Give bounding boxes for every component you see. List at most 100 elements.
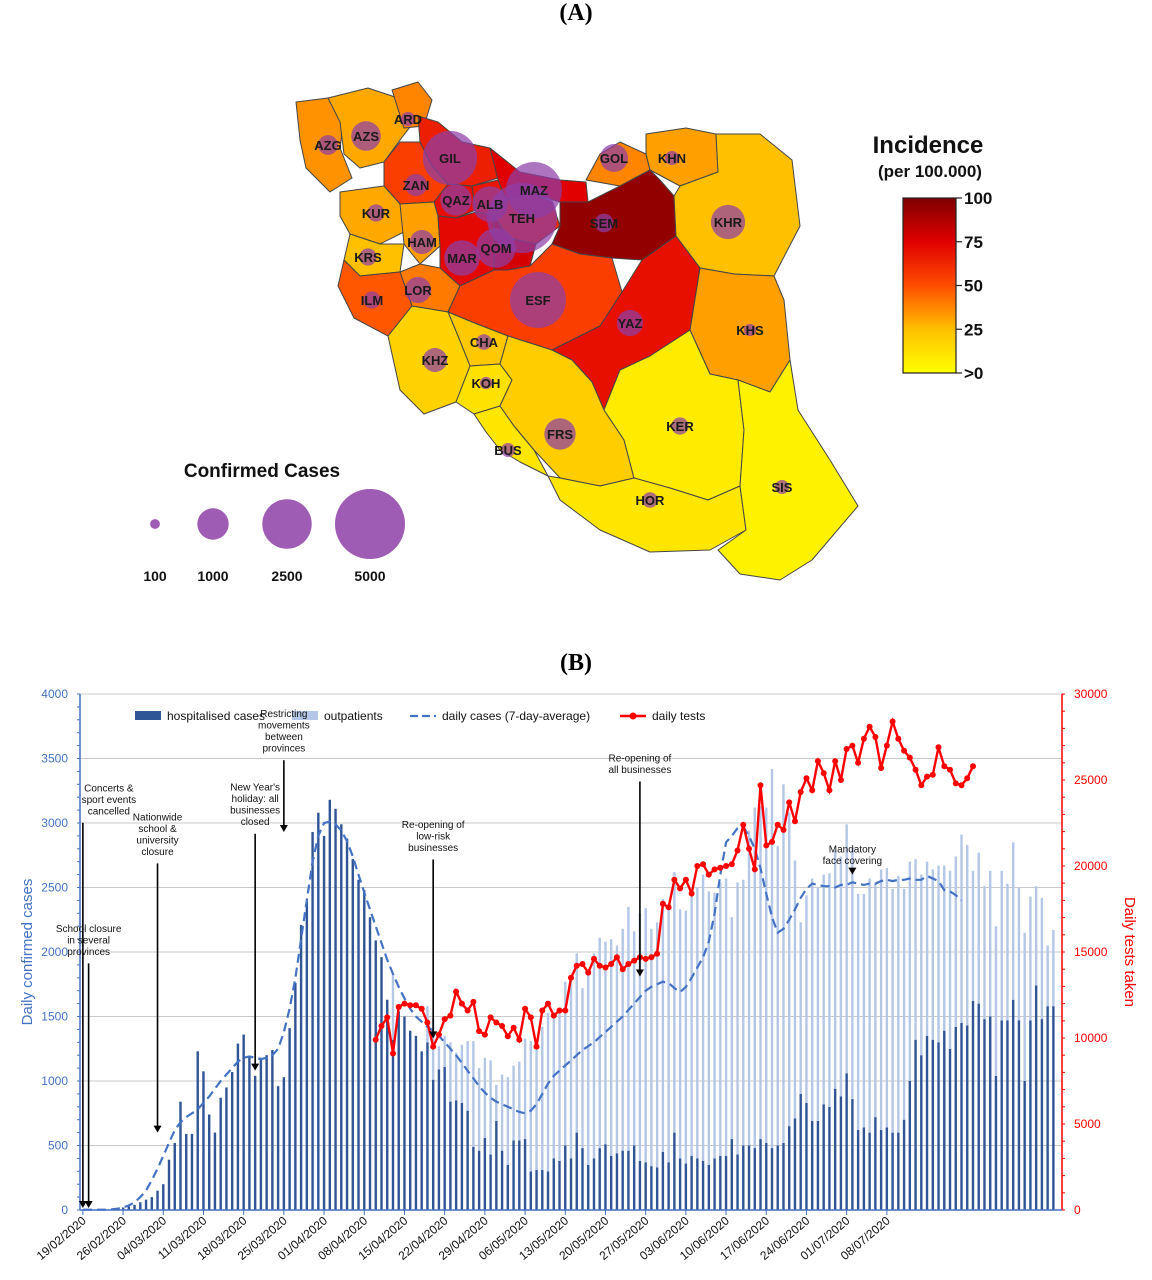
province-code-esf: ESF	[525, 293, 550, 308]
bar-hospitalised	[621, 1150, 624, 1210]
point-tests	[682, 876, 689, 883]
bar-hospitalised	[472, 1146, 475, 1210]
bar-hospitalised	[265, 1055, 268, 1210]
bar-hospitalised	[305, 901, 309, 1210]
bar-hospitalised	[340, 824, 343, 1210]
bar-hospitalised	[673, 1132, 676, 1210]
bar-hospitalised	[150, 1197, 153, 1210]
cases-bubble-cha	[476, 334, 492, 350]
bar-outpatients	[1040, 897, 1044, 1020]
bar-outpatients	[753, 807, 756, 1149]
bar-hospitalised	[810, 1120, 814, 1210]
province-code-khz: KHZ	[422, 353, 449, 368]
point-tests	[487, 1014, 494, 1021]
bar-outpatients	[851, 847, 854, 1100]
bar-hospitalised	[460, 1102, 464, 1210]
bar-outpatients	[541, 1026, 544, 1171]
bar-hospitalised	[380, 957, 383, 1210]
bar-hospitalised	[569, 1158, 573, 1210]
cases-legend-label: 1000	[197, 568, 228, 584]
point-tests	[901, 747, 908, 754]
bar-hospitalised	[833, 1088, 837, 1210]
annotation-text: Concerts &	[84, 783, 134, 794]
bar-outpatients	[724, 878, 728, 1156]
cases-legend: 100 1000 2500 5000	[143, 489, 405, 584]
point-tests	[832, 758, 839, 765]
bar-outpatients	[477, 1068, 481, 1151]
cases-bubble-gil	[422, 130, 478, 186]
point-tests	[797, 789, 804, 795]
point-tests	[596, 962, 603, 969]
point-tests	[786, 799, 793, 806]
point-tests	[522, 1005, 529, 1012]
bar-hospitalised	[391, 1039, 395, 1210]
bar-hospitalised	[127, 1206, 131, 1210]
point-tests	[539, 1007, 546, 1014]
point-tests	[372, 1036, 379, 1043]
bar-hospitalised	[1017, 1020, 1021, 1210]
point-tests	[906, 754, 913, 761]
point-tests	[625, 961, 632, 967]
bar-outpatients	[518, 1061, 521, 1141]
point-tests	[952, 780, 959, 787]
point-tests	[700, 861, 707, 868]
bar-outpatients	[822, 874, 825, 1105]
province-code-koh: KOH	[472, 376, 501, 391]
point-tests	[401, 1000, 408, 1007]
bar-hospitalised	[650, 1166, 653, 1210]
province-code-cha: CHA	[470, 335, 499, 350]
province-code-sem: SEM	[590, 216, 618, 231]
bar-hospitalised	[1046, 1006, 1049, 1210]
bar-hospitalised	[724, 1155, 728, 1210]
province-code-krs: KRS	[354, 250, 382, 265]
bar-hospitalised	[167, 1159, 171, 1210]
bar-outpatients	[661, 899, 665, 1152]
bar-hospitalised	[282, 1077, 286, 1210]
annotation-text: in several	[67, 935, 110, 946]
bar-outpatients	[719, 882, 722, 1156]
point-tests	[378, 1023, 385, 1029]
point-tests	[740, 821, 747, 828]
province-code-kur: KUR	[362, 206, 391, 221]
bar-hospitalised	[908, 1081, 912, 1210]
bar-outpatients	[1046, 945, 1049, 1007]
point-tests	[499, 1023, 506, 1029]
cases-bubble-ilm	[363, 291, 381, 309]
point-tests	[809, 787, 816, 794]
bar-hospitalised	[592, 1158, 596, 1210]
point-tests	[384, 1014, 391, 1021]
bar-outpatients	[529, 1041, 533, 1172]
bar-outpatients	[437, 1046, 441, 1070]
point-tests	[390, 1050, 396, 1057]
bar-hospitalised	[615, 1153, 619, 1210]
bar-hospitalised	[173, 1142, 176, 1210]
bar-hospitalised	[862, 1127, 866, 1210]
bar-hospitalised	[437, 1069, 441, 1210]
y2-axis-title: Daily tests taken	[1121, 897, 1138, 1007]
bar-hospitalised	[271, 1050, 274, 1210]
bar-hospitalised	[937, 1042, 940, 1210]
bar-outpatients	[874, 883, 877, 1118]
bar-outpatients	[845, 824, 848, 1074]
bar-outpatients	[546, 1012, 550, 1172]
cases-bubble-bus	[501, 443, 515, 457]
annotation-text: school &	[138, 824, 177, 835]
bar-outpatients	[759, 806, 762, 1140]
annotation-text: Restricting	[260, 709, 307, 720]
cases-bubble-azg	[318, 135, 338, 155]
bar-hospitalised	[564, 1145, 567, 1210]
bar-outpatients	[604, 941, 607, 1145]
bar-hospitalised	[299, 924, 303, 1210]
annotation-text: all businesses	[609, 765, 672, 776]
point-tests	[476, 1028, 483, 1035]
bar-outpatients	[592, 953, 596, 1159]
bar-outpatients	[765, 807, 768, 1143]
cases-legend-title: Confirmed Cases	[184, 461, 340, 482]
bar-hospitalised	[357, 879, 360, 1210]
incidence-tick-label: 100	[964, 189, 992, 208]
point-tests	[435, 1031, 442, 1038]
bar-hospitalised	[845, 1073, 848, 1210]
bar-outpatients	[678, 909, 682, 1159]
bar-outpatients	[523, 1038, 527, 1140]
point-tests	[533, 1043, 540, 1050]
